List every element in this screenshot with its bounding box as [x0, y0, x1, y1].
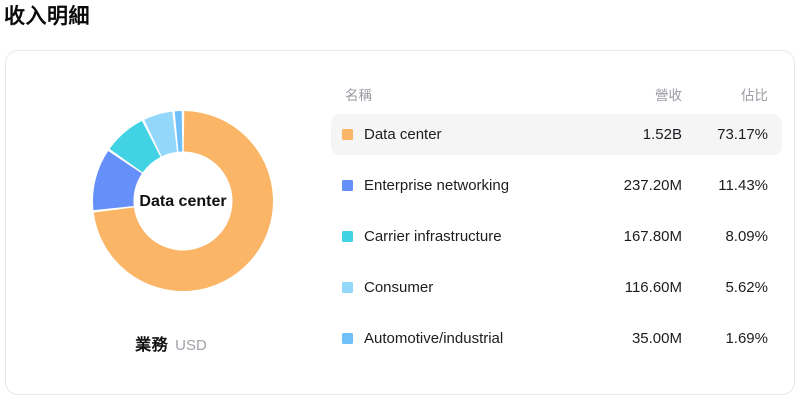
column-header-share: 佔比: [741, 87, 768, 103]
cell-share: 5.62%: [725, 279, 768, 296]
donut-slice-group: [93, 111, 273, 291]
revenue-breakdown-card: Data center 業務 USD 名稱 營收 佔比 Data center 1.…: [5, 50, 795, 395]
cell-share: 8.09%: [725, 228, 768, 245]
cell-name: Carrier infrastructure: [342, 228, 578, 245]
donut-slice[interactable]: [93, 150, 142, 211]
table-row[interactable]: Consumer 116.60M 5.62%: [331, 267, 782, 308]
chart-currency-label: USD: [175, 337, 207, 354]
donut-chart-svg: [93, 111, 273, 291]
series-label: Data center: [364, 126, 442, 143]
page-title: 收入明細: [4, 5, 90, 28]
series-color-swatch-icon: [342, 333, 353, 344]
series-label: Carrier infrastructure: [364, 228, 502, 245]
cell-revenue: 116.60M: [624, 279, 682, 296]
cell-share: 1.69%: [725, 330, 768, 347]
cell-share: 73.17%: [717, 126, 768, 143]
cell-name: Consumer: [342, 279, 578, 296]
chart-segment-title: 業務: [135, 337, 169, 354]
cell-revenue: 237.20M: [623, 177, 682, 194]
series-label: Consumer: [364, 279, 434, 296]
cell-name: Data center: [342, 126, 578, 143]
table-row[interactable]: Enterprise networking 237.20M 11.43%: [331, 165, 782, 206]
donut-slice[interactable]: [144, 111, 178, 157]
cell-revenue: 35.00M: [631, 330, 682, 347]
series-color-swatch-icon: [342, 282, 353, 293]
table-row[interactable]: Automotive/industrial 35.00M 1.69%: [331, 318, 782, 359]
donut-slice[interactable]: [93, 111, 273, 291]
column-header-name: 名稱: [345, 87, 372, 103]
cell-share: 11.43%: [718, 177, 768, 194]
cell-revenue: 167.80M: [623, 228, 682, 245]
donut-chart[interactable]: [93, 111, 273, 291]
series-label: Enterprise networking: [364, 177, 510, 194]
series-color-swatch-icon: [342, 231, 353, 242]
donut-slice[interactable]: [109, 120, 161, 173]
table-row[interactable]: Data center 1.52B 73.17%: [331, 114, 782, 155]
cell-name: Enterprise networking: [342, 177, 578, 194]
donut-chart-panel: Data center 業務 USD: [6, 51, 336, 396]
series-color-swatch-icon: [342, 180, 353, 191]
donut-slice[interactable]: [174, 111, 183, 152]
cell-name: Automotive/industrial: [342, 330, 578, 347]
table-row[interactable]: Carrier infrastructure 167.80M 8.09%: [331, 216, 782, 257]
revenue-table: 名稱 營收 佔比 Data center 1.52B 73.17% Enterpris…: [331, 51, 782, 396]
series-label: Automotive/industrial: [364, 330, 504, 347]
cell-revenue: 1.52B: [642, 126, 682, 143]
column-header-revenue: 營收: [655, 87, 682, 103]
table-header-row: 名稱 營收 佔比: [331, 73, 782, 114]
series-color-swatch-icon: [342, 129, 353, 140]
chart-footer: 業務 USD: [6, 331, 336, 355]
